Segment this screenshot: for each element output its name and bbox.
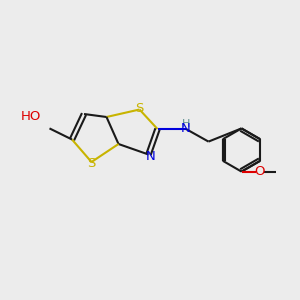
Text: S: S (135, 101, 144, 115)
Text: H: H (182, 118, 190, 129)
Text: HO: HO (20, 110, 41, 123)
Text: O: O (254, 165, 265, 178)
Text: N: N (181, 122, 191, 136)
Text: S: S (87, 157, 96, 170)
Text: N: N (146, 150, 156, 164)
